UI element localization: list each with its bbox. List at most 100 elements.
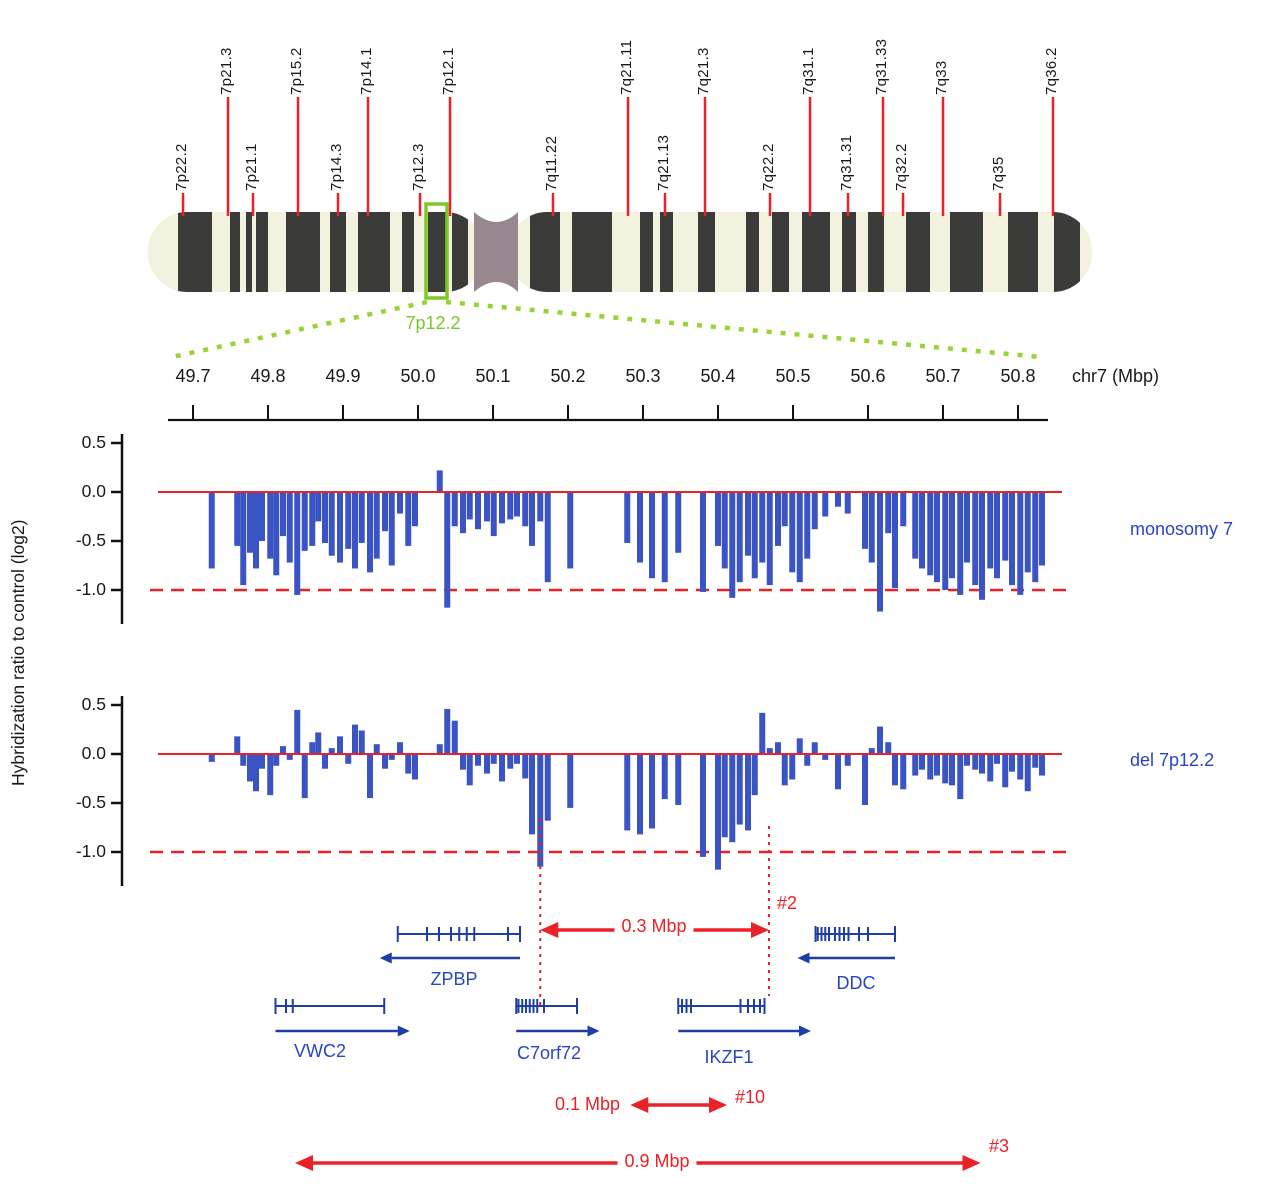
bar xyxy=(499,492,505,524)
x-tick-label-49.8: 49.8 xyxy=(250,366,286,386)
bar xyxy=(567,754,574,808)
bar xyxy=(1024,754,1031,792)
x-tick-label-50.8: 50.8 xyxy=(1000,366,1036,386)
bar xyxy=(460,492,466,534)
bar xyxy=(1032,492,1039,583)
bar xyxy=(789,492,796,573)
bar xyxy=(877,726,883,754)
chromosome-band xyxy=(640,212,653,292)
bar xyxy=(352,724,358,754)
deletion-arrowhead-right xyxy=(709,1097,727,1113)
bar xyxy=(412,754,418,780)
bar xyxy=(721,754,728,838)
bar xyxy=(751,492,758,579)
bar xyxy=(490,492,497,537)
cytoband-label-7p15.2: 7p15.2 xyxy=(288,47,305,95)
chromosome-band xyxy=(530,212,560,292)
deletion-3-id: #3 xyxy=(989,1136,1010,1156)
bar xyxy=(892,492,898,589)
bar xyxy=(280,492,286,537)
bar xyxy=(294,709,301,754)
bar xyxy=(796,492,803,583)
chromosome-q-arm xyxy=(508,212,1092,292)
cytoband-label-7p12.1: 7p12.1 xyxy=(440,47,457,95)
bar xyxy=(835,754,841,790)
chromosome-band xyxy=(1008,212,1038,292)
bar xyxy=(885,742,892,754)
bar xyxy=(766,492,773,586)
cytoband-label-7q31.31: 7q31.31 xyxy=(838,134,855,191)
bar xyxy=(934,754,940,776)
bar xyxy=(1017,754,1024,780)
bar xyxy=(835,492,841,507)
bar xyxy=(892,754,898,786)
chromosome-band xyxy=(906,212,930,292)
bar xyxy=(729,492,736,598)
bar xyxy=(328,748,335,754)
bar xyxy=(700,492,706,592)
bar xyxy=(844,754,851,766)
bar xyxy=(796,738,803,754)
bar xyxy=(661,754,668,800)
chromosome-band xyxy=(868,212,884,292)
chromosome-band xyxy=(246,212,252,292)
deletion-arrowhead-left xyxy=(540,922,559,938)
bar xyxy=(736,754,743,825)
bar xyxy=(412,492,418,527)
bar xyxy=(1002,492,1009,561)
bar xyxy=(964,492,970,563)
bar xyxy=(460,754,466,770)
bar xyxy=(234,736,241,754)
bar xyxy=(900,754,907,790)
bar xyxy=(352,492,358,569)
bar xyxy=(811,742,818,754)
cytoband-label-7q36.2: 7q36.2 xyxy=(1043,47,1060,95)
bar xyxy=(490,754,497,764)
cytoband-label-7p21.3: 7p21.3 xyxy=(218,47,235,95)
bar xyxy=(259,754,265,769)
panel-label-del-7p12-2: del 7p12.2 xyxy=(1130,750,1215,770)
bar xyxy=(507,492,514,520)
gene-arrowhead-left xyxy=(379,952,392,964)
bar xyxy=(240,754,247,766)
x-tick-label-50.1: 50.1 xyxy=(475,366,511,386)
bar xyxy=(715,754,721,870)
bar xyxy=(267,492,274,559)
cytoband-label-7q31.33: 7q31.33 xyxy=(873,38,890,95)
y-tick-label-0.0: 0.0 xyxy=(81,481,106,501)
bar xyxy=(987,492,994,569)
y-tick-label-0.0: 0.0 xyxy=(81,743,106,763)
gene-label-zpbp: ZPBP xyxy=(430,969,478,989)
bar xyxy=(208,754,215,762)
deletion-10-id: #10 xyxy=(735,1087,766,1107)
deletion-3-size-label: 0.9 Mbp xyxy=(617,1151,697,1172)
x-tick-label-50.4: 50.4 xyxy=(700,366,736,386)
bar xyxy=(900,492,907,527)
bar xyxy=(1002,754,1009,788)
deletion-2-size-label: 0.3 Mbp xyxy=(614,916,694,937)
y-axis-title: Hybridization ratio to control (log2) xyxy=(8,519,28,787)
zoom-guide-right xyxy=(445,299,1042,360)
bar xyxy=(822,492,829,517)
bar xyxy=(759,712,766,754)
bar xyxy=(322,754,328,769)
bar xyxy=(822,754,829,760)
bar xyxy=(862,492,868,549)
bar xyxy=(315,732,322,754)
chromosome-band xyxy=(286,212,320,292)
deletion-10-size-label: 0.1 Mbp xyxy=(554,1094,620,1114)
bar xyxy=(484,754,490,774)
bar xyxy=(499,754,505,782)
bar xyxy=(745,492,751,556)
bar xyxy=(382,492,388,532)
bar xyxy=(273,754,280,766)
chromosome-band xyxy=(660,212,673,292)
bar xyxy=(436,470,443,492)
bar xyxy=(253,754,259,792)
bar xyxy=(280,746,286,754)
bar xyxy=(912,492,919,559)
bar xyxy=(286,492,293,563)
chromosome-band xyxy=(178,212,212,292)
bar xyxy=(775,742,781,754)
